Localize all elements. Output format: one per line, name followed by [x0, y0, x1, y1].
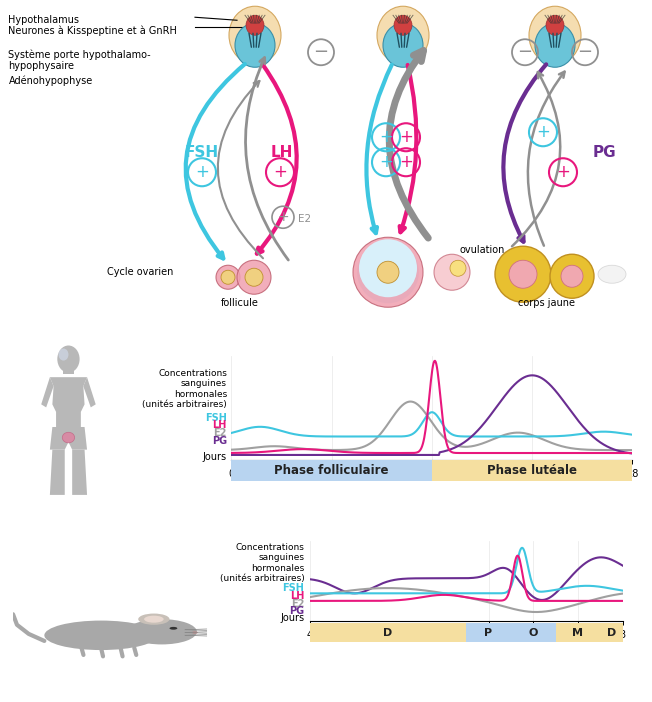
Circle shape	[138, 614, 170, 625]
Circle shape	[59, 348, 68, 361]
Text: D: D	[607, 628, 616, 637]
Ellipse shape	[535, 23, 575, 67]
Text: LH: LH	[213, 420, 227, 430]
Text: ovulation: ovulation	[460, 245, 505, 256]
Text: FSH: FSH	[282, 583, 304, 593]
Bar	[556, 623, 600, 642]
Text: +: +	[379, 153, 393, 171]
Text: Neurones à Kisspeptine et à GnRH: Neurones à Kisspeptine et à GnRH	[8, 26, 177, 37]
Text: D: D	[383, 628, 393, 637]
Polygon shape	[50, 377, 87, 427]
Circle shape	[126, 619, 197, 644]
Text: Concentrations
sanguines
hormonales
(unités arbitraires): Concentrations sanguines hormonales (uni…	[220, 543, 304, 583]
Text: −: −	[578, 44, 593, 61]
Polygon shape	[50, 450, 65, 495]
Polygon shape	[72, 450, 87, 495]
Circle shape	[192, 632, 198, 633]
Text: PG: PG	[212, 436, 227, 446]
Circle shape	[144, 616, 164, 623]
Ellipse shape	[598, 265, 626, 283]
Text: FSH: FSH	[185, 145, 219, 160]
Circle shape	[359, 239, 417, 297]
Text: +: +	[556, 164, 570, 181]
Circle shape	[509, 260, 537, 289]
Text: follicule: follicule	[221, 298, 259, 308]
Text: Phase folliculaire: Phase folliculaire	[274, 464, 389, 477]
Text: Cycle ovarien: Cycle ovarien	[107, 267, 173, 277]
Text: FSH: FSH	[205, 413, 227, 423]
Text: +: +	[399, 128, 413, 146]
Text: O: O	[529, 628, 538, 637]
Bar	[231, 460, 432, 481]
Text: LH: LH	[290, 591, 304, 601]
Circle shape	[357, 241, 419, 303]
Text: E2: E2	[291, 599, 304, 609]
Ellipse shape	[235, 23, 275, 67]
Ellipse shape	[529, 6, 581, 65]
Text: +: +	[399, 153, 413, 171]
Text: LH: LH	[271, 145, 293, 160]
Bar	[310, 623, 466, 642]
Circle shape	[221, 270, 235, 284]
Text: Adénohypophyse: Adénohypophyse	[8, 75, 93, 86]
Circle shape	[353, 237, 423, 307]
Text: +: +	[273, 164, 287, 181]
Ellipse shape	[63, 432, 75, 443]
Text: +: +	[379, 128, 393, 146]
Circle shape	[550, 254, 594, 298]
Circle shape	[216, 265, 240, 289]
Ellipse shape	[246, 15, 264, 35]
Text: P: P	[484, 628, 493, 637]
Circle shape	[450, 260, 466, 277]
Text: E2: E2	[213, 428, 227, 438]
Polygon shape	[41, 377, 53, 407]
Circle shape	[377, 261, 399, 283]
Text: corps jaune: corps jaune	[518, 298, 576, 308]
Text: −: −	[314, 44, 329, 61]
Circle shape	[495, 246, 551, 303]
Text: −: −	[518, 44, 533, 61]
Text: Jours: Jours	[203, 452, 227, 462]
Text: +: +	[277, 210, 289, 224]
Ellipse shape	[394, 15, 412, 35]
Text: +: +	[536, 124, 550, 141]
Bar	[511, 623, 556, 642]
Bar	[63, 362, 74, 374]
Text: +: +	[195, 164, 209, 181]
Circle shape	[170, 627, 177, 630]
Bar	[466, 623, 511, 642]
Circle shape	[561, 265, 583, 287]
Text: Système porte hypothalamo-
hypophysaire: Système porte hypothalamo- hypophysaire	[8, 49, 151, 71]
Text: M: M	[572, 628, 584, 637]
Ellipse shape	[44, 621, 158, 650]
Text: Hypothalamus: Hypothalamus	[8, 15, 80, 25]
Ellipse shape	[229, 6, 281, 65]
Text: PG: PG	[592, 145, 615, 160]
Text: Jours: Jours	[280, 614, 304, 623]
Polygon shape	[50, 427, 87, 450]
Polygon shape	[83, 377, 96, 407]
Ellipse shape	[546, 15, 564, 35]
Circle shape	[434, 254, 470, 290]
Ellipse shape	[383, 23, 423, 67]
Text: PG: PG	[289, 606, 304, 616]
Circle shape	[245, 268, 263, 286]
Bar	[432, 460, 632, 481]
Circle shape	[57, 345, 80, 373]
Bar	[600, 623, 645, 642]
Text: Phase lutéale: Phase lutéale	[487, 464, 577, 477]
Ellipse shape	[377, 6, 429, 65]
Circle shape	[237, 260, 271, 294]
Text: Concentrations
sanguines
hormonales
(unités arbitraires): Concentrations sanguines hormonales (uni…	[142, 369, 227, 409]
Text: E2: E2	[298, 214, 311, 224]
